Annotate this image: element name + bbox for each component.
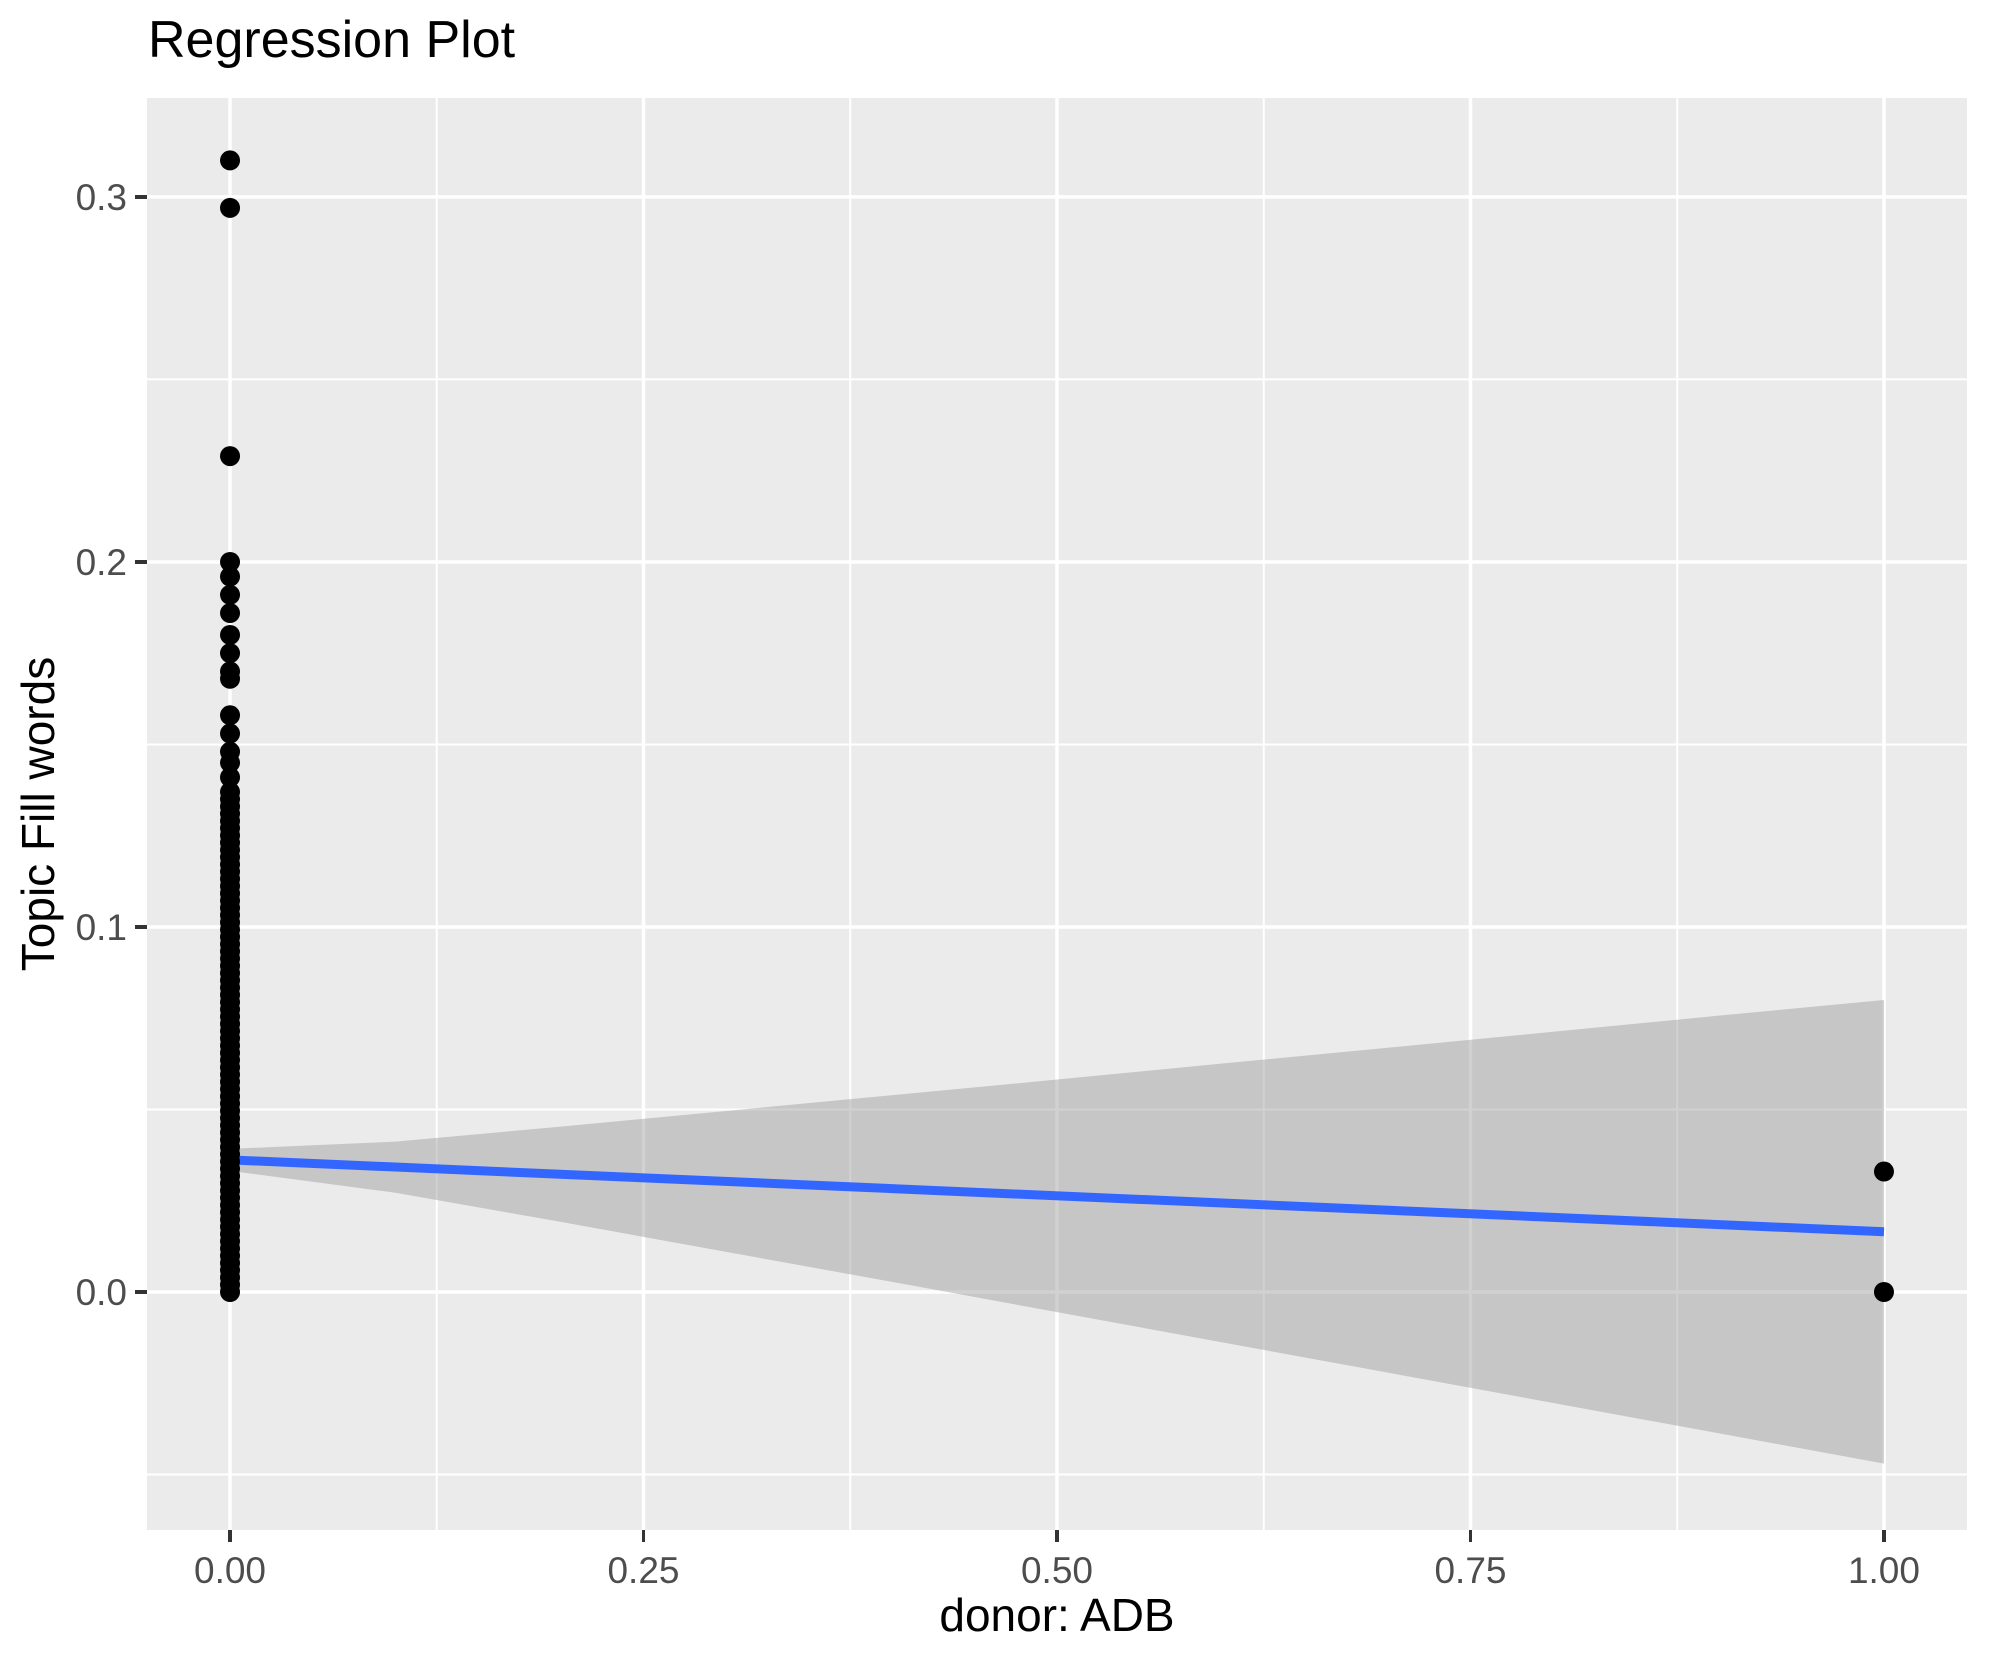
x-tick-label: 0.25 (607, 1550, 680, 1591)
confidence-band (230, 999, 1884, 1464)
data-point (220, 668, 241, 689)
x-axis-title: donor: ADB (939, 1589, 1175, 1641)
x-tick-label: 1.00 (1847, 1550, 1920, 1591)
x-tick-label: 0.75 (1434, 1550, 1507, 1591)
regression-line (229, 1155, 1885, 1237)
y-tick-mark (135, 560, 147, 564)
x-tick-mark (641, 1530, 646, 1542)
y-tick-label: 0.0 (75, 1272, 127, 1313)
data-point (220, 551, 241, 572)
data-point (220, 603, 241, 624)
data-point (220, 446, 241, 467)
data-point (1873, 1161, 1894, 1182)
major-gridlines (147, 98, 1967, 1530)
x-tick-mark (1055, 1530, 1059, 1542)
y-axis-title: Topic Fill words (12, 656, 64, 972)
y-tick-mark (135, 925, 147, 929)
data-point (1873, 1282, 1894, 1303)
y-tick-label: 0.1 (75, 906, 127, 948)
y-tick-label: 0.2 (75, 541, 127, 583)
x-tick-mark (1468, 1530, 1473, 1542)
data-point (220, 584, 241, 605)
y-tick-mark (135, 195, 147, 199)
data-point (220, 624, 241, 645)
x-tick-mark (1882, 1530, 1886, 1542)
data-point (220, 723, 241, 744)
plot-title: Regression Plot (148, 11, 516, 69)
data-point (220, 781, 241, 802)
x-tick-label: 0.50 (1020, 1550, 1093, 1591)
data-point (220, 197, 241, 218)
y-tick-label: 0.3 (75, 176, 127, 218)
data-point (220, 643, 241, 664)
data-point (220, 705, 241, 726)
y-tick-mark (135, 1290, 147, 1294)
plot-panel (147, 98, 1967, 1530)
data-point (220, 752, 241, 773)
data-point (220, 767, 241, 788)
panel-svg (147, 98, 1967, 1530)
x-tick-label: 0.00 (194, 1550, 267, 1591)
data-point (220, 566, 241, 587)
data-point (220, 150, 241, 171)
data-points (220, 150, 1894, 1303)
x-tick-mark (228, 1530, 232, 1542)
